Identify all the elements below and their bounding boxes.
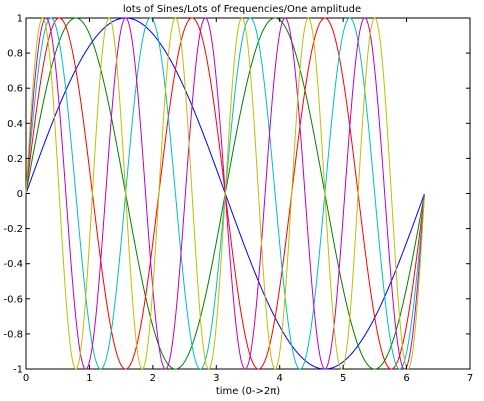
x-tick-label: 7 — [467, 373, 473, 384]
y-tick-label: 0.8 — [7, 49, 23, 60]
x-tick-label: 2 — [150, 373, 156, 384]
x-tick-label: 3 — [213, 373, 219, 384]
y-tick-label: -0.2 — [3, 224, 23, 235]
x-tick-label: 6 — [403, 373, 409, 384]
plot-area: 0 1 2 3 4 5 6 7 -1 -0.8 -0.6 -0.4 -0.2 0 0.2 0.4 0.6 0.8… — [3, 14, 473, 385]
x-tick-label: 1 — [86, 373, 92, 384]
y-tick-label: 0.6 — [7, 84, 23, 95]
y-tick-label: -0.8 — [3, 329, 23, 340]
x-axis-ticks: 0 1 2 3 4 5 6 7 — [23, 18, 473, 384]
y-tick-label: -0.4 — [3, 259, 23, 270]
x-tick-label: 4 — [277, 373, 283, 384]
y-tick-label: 0.4 — [7, 119, 23, 130]
y-tick-label: 0.2 — [7, 154, 23, 165]
series-group — [25, 17, 425, 370]
y-tick-label: -0.6 — [3, 294, 23, 305]
x-axis-label: time (0->2π) — [216, 386, 280, 397]
y-axis-ticks: -1 -0.8 -0.6 -0.4 -0.2 0 0.2 0.4 0.6 0.8 1 — [3, 14, 470, 376]
x-tick-label: 0 — [23, 373, 29, 384]
y-tick-label: 1 — [17, 14, 23, 25]
chart-title: lots of Sines/Lots of Frequencies/One am… — [123, 4, 361, 15]
series-line-sin-6x — [25, 17, 425, 370]
y-tick-label: -1 — [13, 365, 23, 376]
y-tick-label: 0 — [17, 189, 23, 200]
x-tick-label: 5 — [340, 373, 346, 384]
